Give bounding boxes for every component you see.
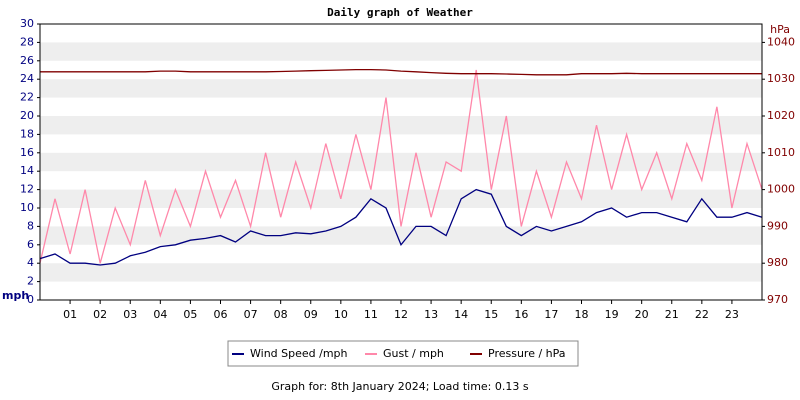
x-tick-label: 01 [63,308,77,321]
y-tick-label: 2 [27,275,34,288]
x-tick-label: 07 [244,308,258,321]
plot-border [39,23,763,301]
x-tick-label: 02 [93,308,107,321]
x-tick-label: 03 [123,308,137,321]
y-axis-label: mph [2,289,29,302]
x-tick-label: 19 [605,308,619,321]
y-tick-label: 10 [20,201,34,214]
x-tick-label: 05 [183,308,197,321]
y2-axis-label: hPa [770,23,790,36]
series-line [39,69,763,264]
x-tick-label: 14 [454,308,468,321]
grid-band [40,152,762,172]
grid-band [40,79,762,98]
grid-band [40,42,762,61]
x-tick-label: 10 [334,308,348,321]
series-line [39,188,763,266]
x-tick-label: 06 [214,308,228,321]
y2-tick-label: 1040 [767,35,795,48]
y-tick-label: 8 [27,219,34,232]
legend-label: Pressure / hPa [488,347,566,360]
x-tick-label: 12 [394,308,408,321]
legend-label: Gust / mph [383,347,444,360]
y-tick-label: 26 [20,54,34,67]
y-tick-label: 24 [20,72,34,85]
y-tick-label: 22 [20,91,34,104]
y2-tick-label: 990 [767,219,788,232]
x-tick-label: 22 [695,308,709,321]
x-tick-label: 04 [153,308,167,321]
x-tick-label: 21 [665,308,679,321]
grid-band [40,116,762,135]
y2-tick-label: 980 [767,256,788,269]
y2-tick-label: 1030 [767,72,795,85]
x-tick-label: 09 [304,308,318,321]
x-tick-label: 17 [544,308,558,321]
y-tick-label: 4 [27,256,34,269]
y-tick-label: 12 [20,183,34,196]
grid-band [40,263,762,282]
grid-band [40,226,762,245]
x-tick-label: 13 [424,308,438,321]
y2-tick-label: 1020 [767,109,795,122]
y-tick-label: 30 [20,17,34,30]
series-line [40,68,762,76]
x-tick-label: 08 [274,308,288,321]
y2-tick-label: 1000 [767,183,795,196]
y2-tick-label: 1010 [767,146,795,159]
x-tick-label: 18 [575,308,589,321]
footer: Graph for: 8th January 2024; Load time: … [271,380,528,393]
y-tick-label: 14 [20,164,34,177]
legend-label: Wind Speed /mph [250,347,348,360]
chart-title: Daily graph of Weather [327,6,473,19]
legend-box [227,340,579,367]
y2-tick-label: 970 [767,293,788,306]
grid-band [40,189,762,208]
x-tick-label: 23 [725,308,739,321]
y-tick-label: 16 [20,146,34,159]
y-tick-label: 28 [20,35,34,48]
y-tick-label: 6 [27,238,34,251]
x-tick-label: 11 [364,308,378,321]
y-tick-label: 18 [20,127,34,140]
y-tick-label: 20 [20,109,34,122]
x-tick-label: 20 [635,308,649,321]
y-tick-label: 0 [27,293,34,306]
x-tick-label: 15 [484,308,498,321]
x-tick-label: 16 [514,308,528,321]
